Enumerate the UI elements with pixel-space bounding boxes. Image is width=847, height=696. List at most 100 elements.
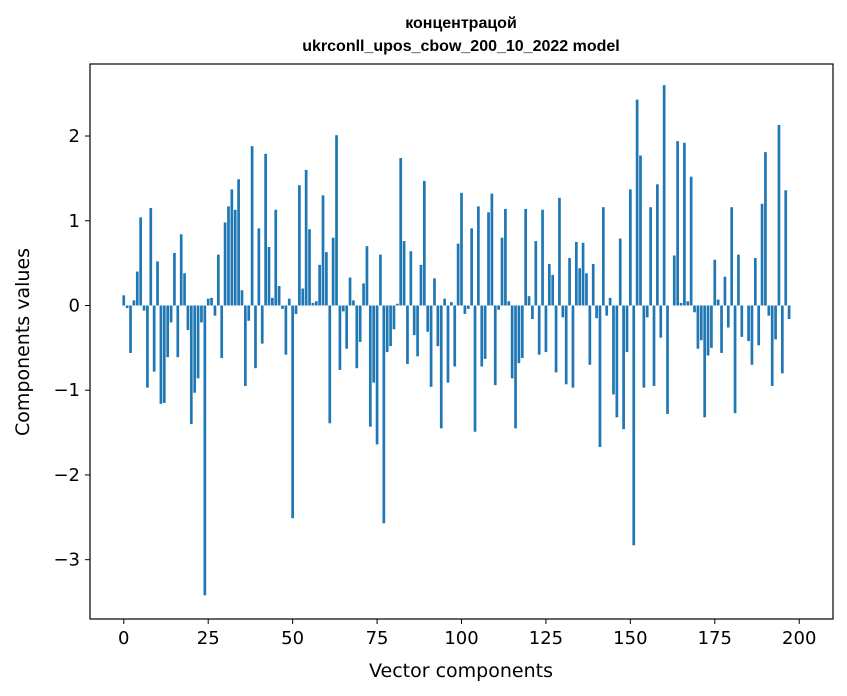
bar-112 xyxy=(500,237,504,306)
y-tick-label: −2 xyxy=(53,465,80,486)
bar-151 xyxy=(632,305,636,546)
chart-subtitle: ukrconll_upos_cbow_200_10_2022 model xyxy=(302,38,619,55)
x-axis-label: Vector components xyxy=(369,660,553,682)
bar-133 xyxy=(571,305,575,388)
bar-98 xyxy=(453,305,457,367)
bar-185 xyxy=(747,305,750,342)
chart-title: концентрацой xyxy=(405,15,517,32)
bar-38 xyxy=(250,146,254,306)
bar-96 xyxy=(446,305,450,383)
bar-129 xyxy=(558,197,561,306)
bar-15 xyxy=(173,252,176,306)
bar-108 xyxy=(487,212,490,306)
bar-160 xyxy=(662,85,666,306)
bar-42 xyxy=(264,153,267,306)
x-tick-label: 50 xyxy=(281,628,304,649)
bar-32 xyxy=(230,189,234,306)
bar-153 xyxy=(639,155,642,306)
bar-61 xyxy=(328,305,332,424)
bar-49 xyxy=(287,298,291,306)
bar-40 xyxy=(257,228,261,306)
bar-45 xyxy=(274,209,278,306)
bar-29 xyxy=(220,305,224,359)
bar-25 xyxy=(206,298,210,306)
bar-48 xyxy=(284,305,288,355)
bar-4 xyxy=(135,271,139,306)
bar-192 xyxy=(770,305,774,386)
bar-30 xyxy=(223,222,227,306)
bar-95 xyxy=(443,298,446,306)
bar-10 xyxy=(156,261,159,306)
bar-156 xyxy=(649,207,652,306)
bar-69 xyxy=(355,305,359,369)
bar-51 xyxy=(294,305,298,314)
bar-147 xyxy=(618,238,622,306)
bar-78 xyxy=(385,305,389,353)
bar-122 xyxy=(534,241,538,306)
bar-0 xyxy=(122,295,126,306)
bar-119 xyxy=(524,208,528,306)
bar-55 xyxy=(308,229,311,306)
x-tick-label: 75 xyxy=(366,628,389,649)
bar-70 xyxy=(358,305,362,342)
bar-57 xyxy=(314,301,318,306)
y-tick-label: 2 xyxy=(69,126,80,147)
bar-158 xyxy=(656,184,659,306)
bar-113 xyxy=(504,208,507,306)
bar-159 xyxy=(659,305,663,338)
bar-182 xyxy=(737,254,740,306)
bar-34 xyxy=(237,179,240,306)
bar-170 xyxy=(696,305,700,349)
x-tick-label: 125 xyxy=(529,628,563,649)
bar-65 xyxy=(341,305,345,312)
x-tick-label: 150 xyxy=(613,628,647,649)
bar-171 xyxy=(699,305,703,341)
bar-106 xyxy=(480,305,484,367)
bar-189 xyxy=(760,203,764,306)
bar-19 xyxy=(186,305,190,331)
bar-23 xyxy=(200,305,203,323)
bar-73 xyxy=(368,305,372,427)
bar-117 xyxy=(517,305,521,364)
bar-105 xyxy=(477,206,480,306)
bar-2 xyxy=(129,305,132,353)
bar-102 xyxy=(466,305,470,309)
bar-81 xyxy=(395,303,399,306)
bar-62 xyxy=(331,237,335,306)
bars-group xyxy=(122,85,791,596)
bar-155 xyxy=(645,305,649,318)
bar-50 xyxy=(291,305,294,519)
bar-92 xyxy=(433,278,436,306)
bar-168 xyxy=(689,176,693,306)
bar-163 xyxy=(672,255,676,306)
bar-3 xyxy=(132,300,136,306)
bar-97 xyxy=(450,302,453,306)
bar-28 xyxy=(216,254,220,306)
bar-22 xyxy=(196,305,200,379)
bar-47 xyxy=(281,305,284,309)
bar-63 xyxy=(335,135,338,306)
bar-36 xyxy=(244,305,247,386)
bar-71 xyxy=(362,283,365,306)
bar-177 xyxy=(720,305,723,353)
bar-125 xyxy=(544,305,548,353)
bar-143 xyxy=(605,305,609,316)
bar-173 xyxy=(706,305,710,356)
bar-27 xyxy=(213,305,217,316)
bar-187 xyxy=(753,258,757,306)
bar-136 xyxy=(581,242,585,306)
y-axis-ticks: −3 −2 −1 0 1 2 xyxy=(53,126,90,571)
plot-frame xyxy=(89,63,834,620)
bar-124 xyxy=(541,209,544,306)
bar-179 xyxy=(726,305,730,328)
bar-141 xyxy=(598,305,602,447)
bar-11 xyxy=(159,305,163,404)
bar-146 xyxy=(615,305,619,418)
bar-37 xyxy=(247,305,251,321)
bar-56 xyxy=(311,302,315,306)
bar-193 xyxy=(774,305,777,340)
bar-190 xyxy=(764,152,767,306)
y-tick-label: 1 xyxy=(69,211,80,232)
